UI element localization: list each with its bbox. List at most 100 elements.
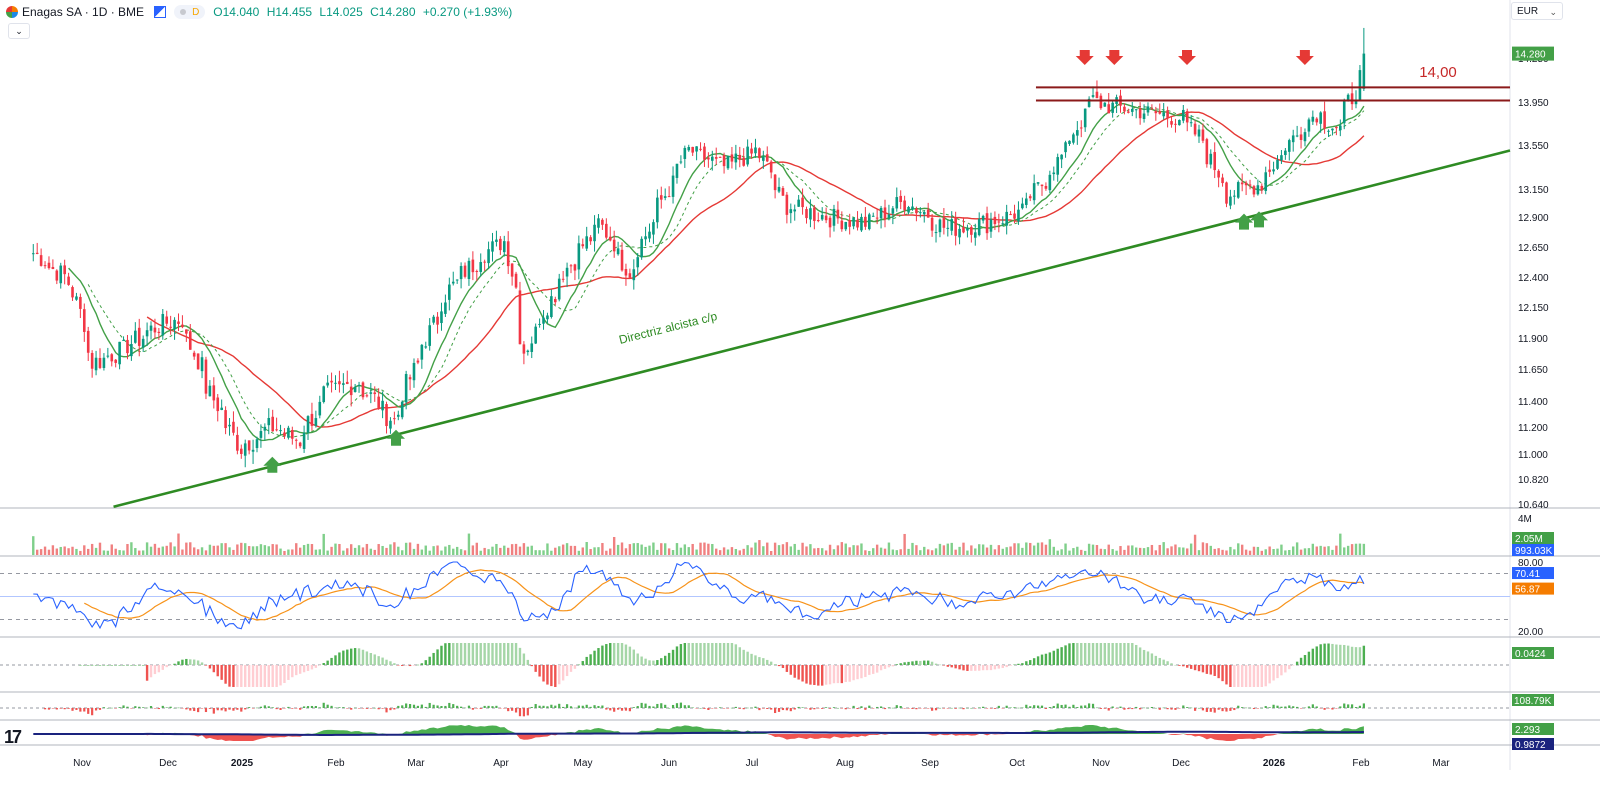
macd-bar [915, 660, 918, 665]
osc2-bar [730, 707, 734, 709]
macd-bar [1146, 651, 1150, 665]
candle-body [1001, 223, 1005, 225]
volume-bar [711, 544, 714, 555]
resistance-touch-arrow-icon [1295, 50, 1314, 65]
macd-bar [385, 659, 388, 665]
osc2-bar [970, 707, 973, 709]
osc2-bar [1311, 704, 1314, 708]
candle-body [899, 195, 903, 203]
volume-bar [628, 544, 632, 555]
osc2-bar [271, 707, 274, 708]
currency-selector[interactable]: EUR ⌄ [1511, 2, 1563, 20]
candle-body [785, 194, 789, 215]
candle-body [695, 146, 698, 152]
osc2-bar [102, 707, 106, 708]
change-value: +0.270 (+1.93%) [422, 5, 513, 19]
volume-bar [993, 549, 997, 555]
osc2-bar [1158, 708, 1161, 710]
candle-body [204, 359, 208, 394]
candle-body [1244, 182, 1248, 186]
volume-bar [1201, 542, 1205, 555]
volume-bar [667, 548, 671, 555]
candle-body [134, 330, 137, 343]
macd-bar [773, 664, 777, 665]
volume-bar [958, 546, 961, 555]
volume-bar [514, 543, 518, 555]
trendline-label: Directriz alcista c/p [617, 309, 718, 347]
candle-body [342, 383, 345, 385]
volume-bar [236, 544, 239, 555]
osc2-bar [283, 708, 286, 709]
candle-body [298, 442, 302, 447]
volume-bar [424, 545, 427, 555]
candle-body [1197, 129, 1201, 137]
candle-body [816, 219, 820, 222]
chart-header: Enagas SA · 1D · BME D O14.040 H14.455 L… [6, 3, 516, 21]
candle-body [1193, 123, 1197, 135]
candle-body [1005, 211, 1008, 226]
date-tick-label: Oct [1009, 758, 1025, 769]
volume-bar [805, 546, 808, 555]
collapse-legend-button[interactable]: ⌄ [8, 23, 30, 39]
macd-bar [1170, 663, 1173, 665]
macd-bar [404, 665, 408, 666]
osc2-bar [228, 708, 231, 710]
candle-body [275, 429, 278, 431]
candle-body [1017, 209, 1020, 222]
osc2-bar [354, 707, 357, 709]
macd-bar [911, 661, 914, 665]
osc2-bar [789, 708, 792, 712]
date-tick-label: Jun [661, 758, 677, 769]
osc2-bar [79, 708, 82, 712]
macd-bar [985, 665, 989, 671]
osc2-bar [919, 708, 922, 709]
osc2-bar [507, 708, 510, 712]
macd-bar [926, 660, 930, 665]
osc2-bar [801, 707, 804, 708]
osc2-bar [275, 708, 278, 710]
symbol-title[interactable]: Enagas SA · 1D · BME [22, 5, 145, 19]
rsi-ma-line [84, 569, 1365, 621]
volume-bar [785, 542, 789, 555]
candle-body [338, 381, 341, 385]
tradingview-logo[interactable]: 17 [4, 727, 22, 747]
high-value: H14.455 [266, 5, 313, 19]
candle-body [977, 218, 981, 236]
macd-bar [946, 665, 950, 667]
volume-bar [561, 544, 565, 555]
osc2-last-tag [1512, 694, 1554, 706]
osc2-bar [1084, 705, 1087, 708]
macd-bar [593, 650, 596, 665]
candle-body [848, 219, 851, 227]
osc2-bar [938, 707, 942, 709]
osc2-bar [134, 706, 137, 708]
macd-bar [1276, 665, 1279, 679]
volume-bar [263, 545, 267, 555]
candle-body [247, 440, 251, 451]
macd-bar [938, 664, 942, 666]
osc2-bar [738, 708, 741, 709]
macd-bar [899, 663, 902, 665]
candle-body [1025, 198, 1028, 205]
macd-bar [1111, 643, 1114, 665]
volume-bar [1233, 549, 1236, 555]
osc2-bar [813, 708, 816, 710]
osc2-bar [1150, 706, 1154, 708]
price-tick-label: 11.900 [1518, 334, 1548, 345]
osc2-bar [189, 708, 192, 711]
osc2-bar [530, 706, 533, 708]
volume-bar [1103, 549, 1107, 555]
volume-bar [1009, 546, 1012, 555]
candle-body [887, 214, 891, 218]
osc2-bar [899, 706, 902, 708]
delay-badge[interactable]: D [174, 5, 206, 19]
osc2-bar [891, 707, 894, 709]
macd-bar [283, 665, 286, 683]
macd-bar [875, 665, 879, 673]
volume-bar [479, 550, 482, 555]
macd-bar [161, 665, 164, 670]
price-tick-label: 13.950 [1518, 98, 1549, 109]
macd-bar [1233, 665, 1236, 687]
macd-bar [114, 665, 117, 666]
